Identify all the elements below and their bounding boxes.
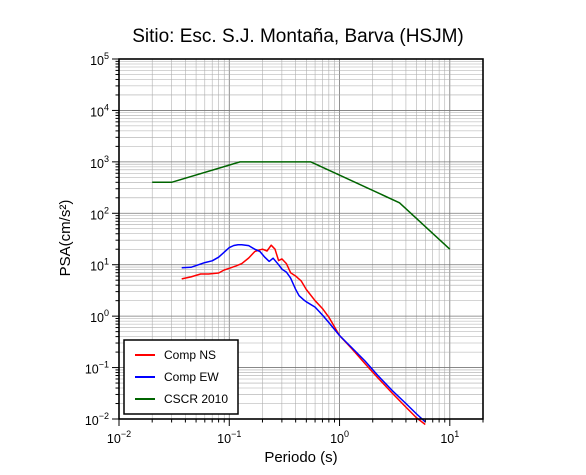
y-tick-label: 102 (90, 205, 109, 222)
y-tick-label: 101 (90, 257, 109, 274)
y-tick-label: 104 (90, 102, 109, 119)
y-axis-label: PSA(cm/s²) (57, 200, 74, 277)
x-tick-label: 101 (440, 429, 459, 446)
x-tick-label: 100 (330, 429, 349, 446)
series-lines (152, 161, 451, 426)
y-tick-label: 10−2 (85, 411, 109, 428)
series-line-comp-ns (181, 244, 426, 426)
x-axis: 10−2 10−1 100 101 (107, 419, 484, 446)
x-tick-label: 10−2 (107, 429, 131, 446)
legend-label: Comp EW (164, 370, 219, 384)
x-axis-label: Periodo (s) (264, 449, 337, 466)
x-tick-label: 10−1 (217, 429, 241, 446)
y-tick-label: 10−1 (85, 360, 109, 377)
plot-frame (118, 58, 484, 420)
y-axis: 10−2 10−1 100 101 102 103 104 105 (85, 51, 119, 428)
legend-label: Comp NS (164, 348, 216, 362)
legend: Comp NS Comp EW CSCR 2010 (123, 339, 239, 415)
legend-label: CSCR 2010 (164, 392, 228, 406)
y-tick-label: 103 (90, 154, 109, 171)
series-line-comp-ew (181, 244, 426, 423)
y-tick-label: 100 (90, 308, 109, 325)
chart-title: Sitio: Esc. S.J. Montaña, Barva (HSJM) (132, 26, 464, 47)
y-tick-label: 105 (90, 51, 109, 68)
series-line-cscr-2010 (152, 161, 451, 250)
